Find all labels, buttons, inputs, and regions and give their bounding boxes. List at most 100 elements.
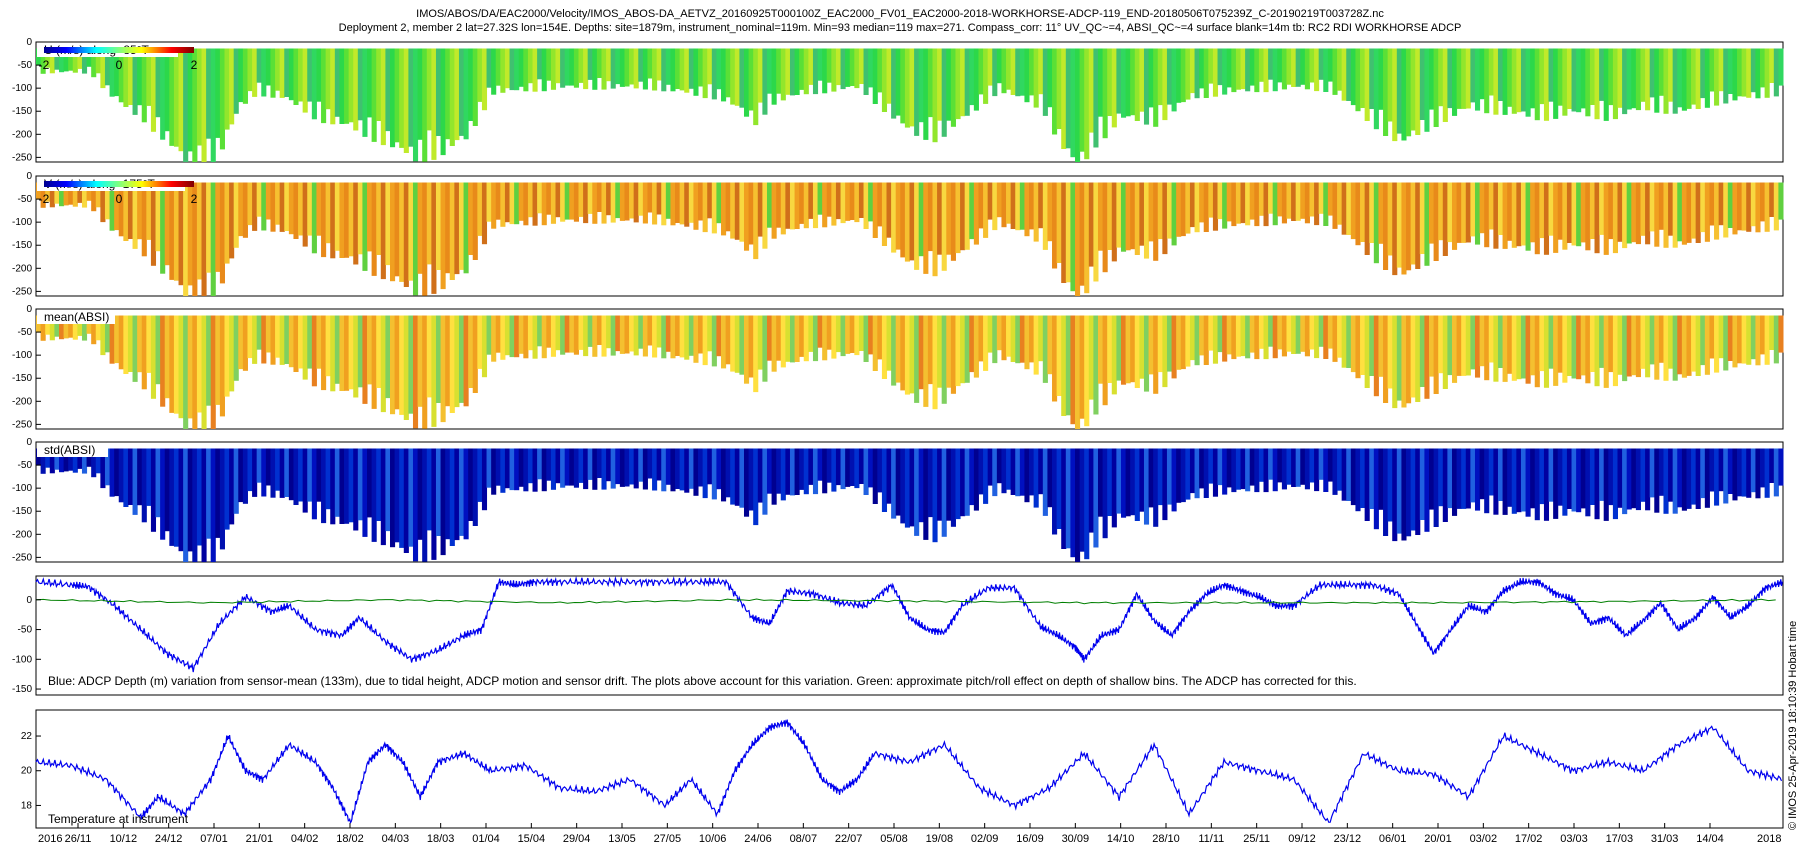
heatmap-cell bbox=[707, 448, 713, 485]
heatmap-cell bbox=[1383, 48, 1389, 136]
heatmap-cell bbox=[1346, 182, 1352, 235]
heatmap-cell bbox=[1447, 182, 1453, 243]
heatmap-cell bbox=[863, 182, 869, 229]
heatmap-cell bbox=[955, 448, 961, 520]
heatmap-cell bbox=[725, 182, 731, 232]
heatmap-cell bbox=[601, 448, 607, 490]
x-tick-label: 14/10 bbox=[1107, 833, 1135, 845]
heatmap-cell bbox=[1442, 48, 1448, 122]
y-tick-label: -150 bbox=[12, 106, 32, 117]
heatmap-cell bbox=[941, 182, 947, 271]
heatmap-cell bbox=[178, 315, 184, 419]
x-tick-label: 17/02 bbox=[1515, 833, 1543, 845]
heatmap-cell bbox=[983, 448, 989, 504]
heatmap-cell bbox=[688, 48, 694, 89]
heatmap-cell bbox=[178, 48, 184, 152]
heatmap-cell bbox=[1737, 448, 1743, 497]
heatmap-cell bbox=[339, 48, 345, 124]
heatmap-cell bbox=[468, 48, 474, 121]
heatmap-cell bbox=[1585, 182, 1591, 251]
heatmap-cell bbox=[1732, 315, 1738, 368]
x-tick-label: 24/06 bbox=[744, 833, 772, 845]
heatmap-cell bbox=[1052, 182, 1058, 269]
heatmap-cell bbox=[1419, 48, 1425, 120]
heatmap-cell bbox=[1033, 48, 1039, 108]
heatmap-cell bbox=[201, 315, 207, 429]
x-tick-label: 03/02 bbox=[1470, 833, 1498, 845]
heatmap-cell bbox=[1024, 48, 1030, 103]
heatmap-cell bbox=[1291, 48, 1297, 87]
heatmap-cell bbox=[1281, 182, 1287, 224]
heatmap-cell bbox=[1249, 48, 1255, 86]
heatmap-cell bbox=[1507, 48, 1513, 107]
heatmap-cell bbox=[1695, 182, 1701, 243]
heatmap-cell bbox=[201, 182, 207, 296]
heatmap-cell bbox=[252, 448, 258, 497]
heatmap-cell bbox=[1029, 448, 1035, 496]
heatmap-cell bbox=[380, 182, 386, 280]
heatmap-cell bbox=[1084, 448, 1090, 560]
heatmap-cell bbox=[863, 315, 869, 362]
heatmap-cell bbox=[252, 182, 258, 231]
heatmap-cell bbox=[766, 315, 773, 361]
heatmap-cell bbox=[1401, 182, 1407, 275]
heatmap-cell bbox=[1304, 182, 1310, 224]
heatmap-cell bbox=[969, 448, 975, 506]
heatmap-cell bbox=[1704, 448, 1710, 508]
heatmap-cell bbox=[270, 182, 276, 232]
heatmap-cell bbox=[1429, 448, 1435, 510]
heatmap-cell bbox=[316, 182, 322, 236]
heatmap-cell bbox=[1704, 48, 1710, 108]
heatmap-cell bbox=[707, 48, 713, 85]
heatmap-cell bbox=[1654, 48, 1660, 113]
heatmap-cell bbox=[569, 48, 575, 86]
heatmap-cell bbox=[1612, 48, 1618, 120]
heatmap-cell bbox=[1212, 448, 1219, 497]
heatmap-cell bbox=[242, 315, 248, 371]
heatmap-cell bbox=[178, 448, 184, 552]
heatmap-cell bbox=[1585, 315, 1591, 384]
heatmap-cell bbox=[284, 182, 290, 231]
heatmap-cell bbox=[1594, 182, 1600, 254]
heatmap-cell bbox=[983, 315, 989, 371]
heatmap-cell bbox=[275, 315, 281, 358]
heatmap-cell bbox=[1240, 315, 1246, 357]
heatmap-cell bbox=[1502, 182, 1508, 249]
heatmap-cell bbox=[100, 315, 106, 356]
heatmap-cell bbox=[716, 448, 722, 490]
heatmap-cell bbox=[1617, 48, 1623, 108]
heatmap-cell bbox=[1079, 315, 1085, 419]
heatmap-cell bbox=[1433, 48, 1439, 127]
heatmap-cell bbox=[1088, 48, 1094, 133]
heatmap-cell bbox=[927, 448, 933, 518]
heatmap-cell bbox=[1493, 448, 1499, 515]
heatmap-cell bbox=[1341, 48, 1347, 101]
heatmap-cell bbox=[1337, 182, 1343, 225]
heatmap-cell bbox=[1571, 48, 1577, 112]
heatmap-cell bbox=[932, 448, 938, 543]
heatmap-cell bbox=[1208, 315, 1214, 351]
heatmap-cell bbox=[518, 182, 524, 221]
heatmap-cell bbox=[371, 448, 377, 542]
heatmap-cell bbox=[344, 182, 350, 258]
heatmap-cell bbox=[1350, 315, 1356, 373]
heatmap-cell bbox=[1686, 315, 1692, 376]
heatmap-cell bbox=[1093, 182, 1099, 282]
heatmap-cell bbox=[390, 48, 396, 148]
heatmap-cell bbox=[1070, 48, 1076, 158]
panel-frame bbox=[35, 575, 1784, 696]
heatmap-cell bbox=[215, 448, 221, 538]
heatmap-cell bbox=[1635, 48, 1641, 111]
heatmap-cell bbox=[1102, 48, 1108, 139]
heatmap-cell bbox=[1502, 448, 1508, 515]
heatmap-cell bbox=[1281, 315, 1287, 357]
heatmap-cell bbox=[385, 48, 391, 132]
heatmap-cell bbox=[114, 182, 120, 231]
heatmap-cell bbox=[1599, 315, 1605, 368]
heatmap-cell bbox=[150, 48, 157, 132]
heatmap-cell bbox=[638, 448, 644, 482]
heatmap-cell bbox=[1530, 448, 1536, 509]
heatmap-cell bbox=[849, 182, 855, 220]
heatmap-cell bbox=[1134, 48, 1140, 121]
y-tick-label: -100 bbox=[12, 217, 32, 228]
